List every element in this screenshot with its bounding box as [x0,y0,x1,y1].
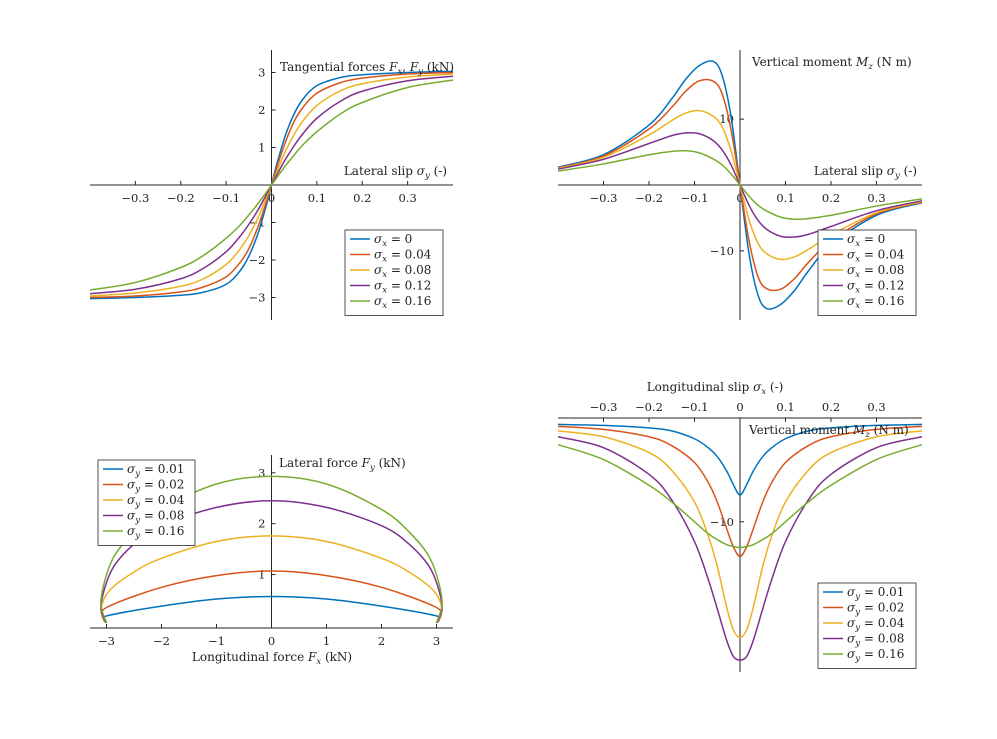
legend-entry: σx = 0.12 [374,279,431,296]
x-tick-label: 0.2 [822,400,840,414]
series-group [557,423,923,661]
x-tick-label: −0.2 [635,191,663,205]
y-axis-title: Vertical moment Mz (N m) [751,55,912,72]
x-tick-label: 0.3 [398,191,416,205]
x-tick-label: 0.1 [308,191,326,205]
legend-entry: σy = 0.02 [127,478,184,495]
series-line [557,149,923,221]
x-tick-label: 0 [736,191,743,205]
legend-entry: σx = 0 [374,232,412,249]
series-line [100,475,443,624]
x-axis-title: Lateral slip σy (-) [814,164,917,181]
y-tick-label: −10 [710,244,734,258]
y-tick-label: −2 [249,253,266,267]
legend-entry: σy = 0.08 [847,632,904,649]
x-tick-label: −0.2 [635,400,663,414]
x-tick-label: 0.1 [776,400,794,414]
legend-entry: σy = 0.04 [847,616,905,633]
series-line [557,443,923,549]
series-group [557,60,923,310]
series-group [89,70,454,300]
y-tick-label: −3 [249,291,266,305]
x-tick-label: 0.3 [867,400,885,414]
x-tick-label: 0 [268,634,275,648]
legend-entry: σy = 0.16 [127,524,184,541]
x-tick-label: 1 [323,634,330,648]
y-tick-label: 1 [258,568,265,582]
series-line [557,423,923,496]
y-tick-label: 3 [258,466,265,480]
series-line [557,436,923,661]
legend-entry: σy = 0.16 [847,647,904,664]
x-tick-label: 3 [433,634,440,648]
legend-entry: σx = 0.04 [847,248,905,265]
x-tick-label: 0.2 [353,191,371,205]
legend-entry: σx = 0.08 [374,263,431,280]
x-tick-label: 2 [378,634,385,648]
legend-box [344,229,444,316]
legend-entry: σx = 0.12 [847,279,904,296]
x-axis-title: Longitudinal slip σx (-) [647,380,784,397]
y-axis-title: Tangential forces Fx, Fy (kN) [280,60,454,77]
legend-entry: σy = 0.04 [127,493,185,510]
x-tick-label: 0.3 [867,191,885,205]
legend-entry: σx = 0.04 [374,248,432,265]
x-tick-label: −2 [153,634,170,648]
series-line [557,430,923,639]
x-tick-label: −0.1 [681,191,709,205]
panel-vertical-moment-longitudinal: −0.3 −0.2 −0.1 0 0.1 0.2 0.3 −10 Vertical moment… [557,380,923,672]
legend-entry: σx = 0 [847,232,885,249]
y-axis-title: Lateral force Fy (kN) [279,456,406,473]
y-tick-label: −10 [710,515,734,529]
x-tick-label: 0.1 [776,191,794,205]
series-line [101,570,442,624]
series-group [100,475,443,624]
x-tick-label: −0.3 [590,400,618,414]
legend-entry: σx = 0.16 [374,294,431,311]
series-line [100,500,443,624]
x-axis-title: Longitudinal force Fx (kN) [192,650,352,667]
legend-entry: σy = 0.02 [847,601,904,618]
panel-friction-ellipse: −3 −2 −1 0 1 2 3 1 2 3 Lateral force Fy (kN) Longit… [90,455,453,667]
x-axis-title: Lateral slip σy (-) [344,164,447,181]
y-tick-label: 3 [258,66,265,80]
x-tick-label: 0 [736,400,743,414]
y-axis-title: Vertical moment Mz (N m) [748,423,909,440]
legend-entry: σy = 0.01 [127,462,184,479]
x-tick-label: −0.3 [121,191,149,205]
legend-entry: σx = 0.16 [847,294,904,311]
y-tick-label: 1 [258,141,265,155]
series-line [557,425,923,558]
x-tick-label: −0.1 [681,400,709,414]
legend-entry: σy = 0.01 [847,585,904,602]
legend-entry: σy = 0.08 [127,509,184,526]
y-tick-label: 2 [258,103,265,117]
x-tick-label: 0.2 [822,191,840,205]
x-tick-label: −0.2 [167,191,195,205]
x-tick-label: −0.3 [590,191,618,205]
series-line [89,79,454,291]
legend-entry: σx = 0.08 [847,263,904,280]
x-tick-label: −1 [208,634,225,648]
series-line [100,535,443,624]
x-tick-label: −3 [98,634,115,648]
y-tick-label: 2 [258,517,265,531]
x-tick-label: −0.1 [212,191,240,205]
x-tick-label: 0 [268,191,275,205]
